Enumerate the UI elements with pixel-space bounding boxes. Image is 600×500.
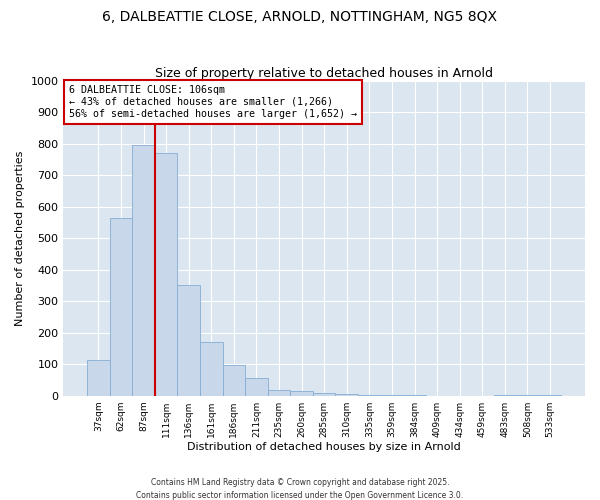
Bar	[155, 153, 178, 396]
Bar	[358, 395, 380, 396]
Bar	[290, 391, 313, 396]
Bar	[223, 365, 245, 396]
X-axis label: Distribution of detached houses by size in Arnold: Distribution of detached houses by size …	[187, 442, 461, 452]
Bar	[494, 395, 516, 396]
Text: 6, DALBEATTIE CLOSE, ARNOLD, NOTTINGHAM, NG5 8QX: 6, DALBEATTIE CLOSE, ARNOLD, NOTTINGHAM,…	[103, 10, 497, 24]
Bar	[268, 390, 290, 396]
Bar	[200, 342, 223, 396]
Bar	[539, 395, 561, 396]
Bar	[516, 395, 539, 396]
Bar	[335, 394, 358, 396]
Text: 6 DALBEATTIE CLOSE: 106sqm
← 43% of detached houses are smaller (1,266)
56% of s: 6 DALBEATTIE CLOSE: 106sqm ← 43% of deta…	[68, 86, 356, 118]
Bar	[380, 395, 403, 396]
Bar	[110, 218, 132, 396]
Bar	[313, 393, 335, 396]
Title: Size of property relative to detached houses in Arnold: Size of property relative to detached ho…	[155, 66, 493, 80]
Bar	[87, 360, 110, 396]
Bar	[132, 146, 155, 396]
Bar	[245, 378, 268, 396]
Y-axis label: Number of detached properties: Number of detached properties	[15, 150, 25, 326]
Bar	[178, 286, 200, 396]
Text: Contains HM Land Registry data © Crown copyright and database right 2025.
Contai: Contains HM Land Registry data © Crown c…	[136, 478, 464, 500]
